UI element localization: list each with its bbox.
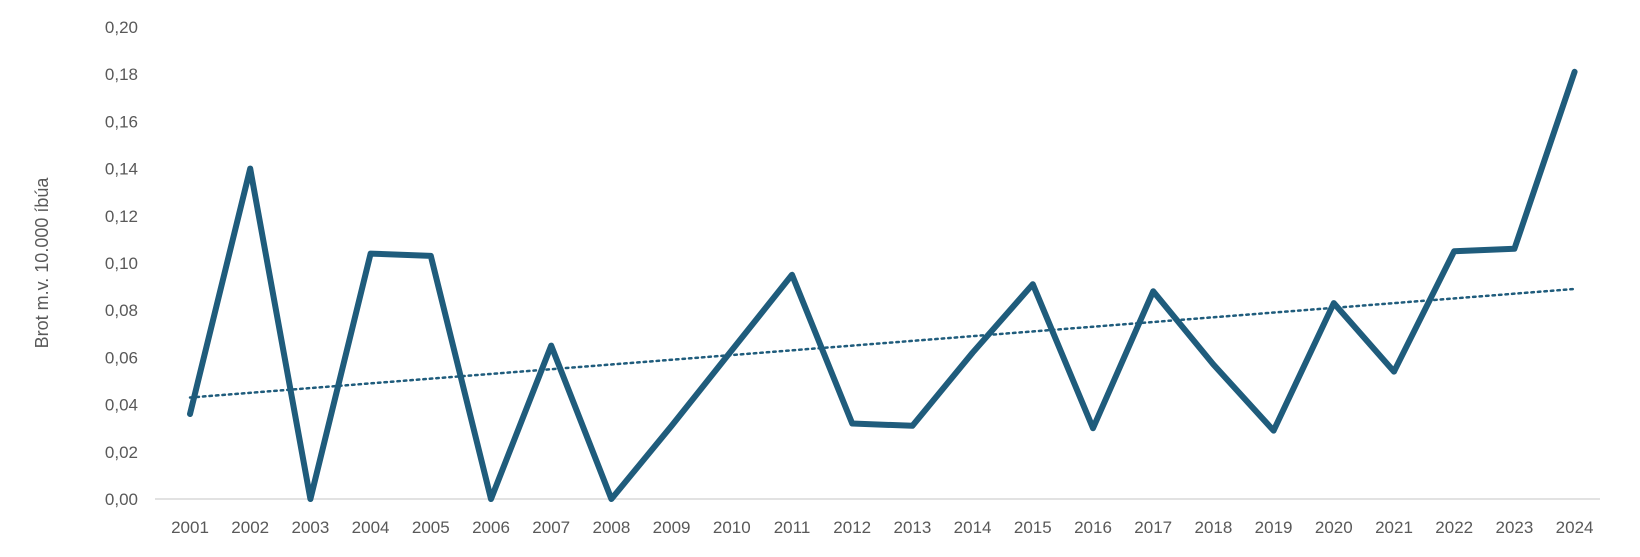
- y-tick-label: 0,16: [105, 112, 138, 131]
- series-line: [187, 68, 1578, 502]
- x-tick-label: 2024: [1556, 518, 1594, 537]
- x-tick-label: 2004: [352, 518, 390, 537]
- x-tick-label: 2015: [1014, 518, 1052, 537]
- x-tick-label: 2017: [1134, 518, 1172, 537]
- y-tick-label: 0,18: [105, 65, 138, 84]
- y-tick-label: 0,14: [105, 160, 138, 179]
- series-layer: [187, 68, 1578, 502]
- x-tick-label: 2009: [653, 518, 691, 537]
- x-tick-label: 2011: [774, 518, 811, 537]
- y-tick-label: 0,04: [105, 396, 138, 415]
- x-tick-label: 2016: [1074, 518, 1112, 537]
- x-tick-label: 2013: [893, 518, 931, 537]
- x-tick-label: 2002: [231, 518, 269, 537]
- x-tick-label: 2014: [954, 518, 992, 537]
- y-axis-title: Brot m.v. 10.000 íbúa: [32, 177, 52, 349]
- x-tick-label: 2008: [592, 518, 630, 537]
- x-tick-label: 2010: [713, 518, 751, 537]
- y-tick-label: 0,06: [105, 348, 138, 367]
- y-tick-label: 0,12: [105, 207, 138, 226]
- y-tick-label: 0,02: [105, 443, 138, 462]
- trendline: [188, 287, 1576, 399]
- x-tick-label: 2001: [171, 518, 209, 537]
- x-tick-label: 2023: [1495, 518, 1533, 537]
- trendline-layer: [188, 287, 1576, 399]
- x-tick-label: 2020: [1315, 518, 1353, 537]
- x-tick-label: 2003: [291, 518, 329, 537]
- x-tick-label: 2012: [833, 518, 871, 537]
- x-tick-label: 2007: [532, 518, 570, 537]
- x-axis-ticks: 2001 2002 2003 2004 2005 2006 2007 2008 2009 2010…: [171, 518, 1593, 537]
- x-tick-label: 2022: [1435, 518, 1473, 537]
- x-tick-label: 2005: [412, 518, 450, 537]
- y-tick-label: 0,20: [105, 18, 138, 37]
- x-tick-label: 2006: [472, 518, 510, 537]
- y-tick-label: 0,00: [105, 490, 138, 509]
- x-tick-label: 2019: [1255, 518, 1293, 537]
- x-tick-label: 2018: [1194, 518, 1232, 537]
- y-tick-label: 0,08: [105, 301, 138, 320]
- y-tick-label: 0,10: [105, 254, 138, 273]
- x-tick-label: 2021: [1375, 518, 1413, 537]
- y-axis-ticks: 0,00 0,02 0,04 0,06 0,08 0,10 0,12 0,14 0,16 0,18…: [105, 18, 138, 509]
